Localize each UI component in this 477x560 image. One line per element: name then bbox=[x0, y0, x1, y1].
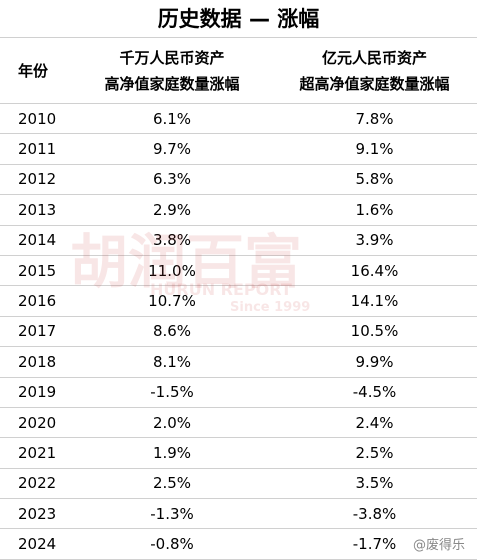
year-cell: 2013 bbox=[0, 194, 72, 226]
year-cell: 2021 bbox=[0, 437, 72, 469]
column-header: 年份 bbox=[0, 38, 72, 104]
value-cell: 7.8% bbox=[272, 103, 477, 135]
table-row: 2022 2.5% 3.5% bbox=[0, 468, 477, 500]
table-row: 2016 10.7% 14.1% bbox=[0, 285, 477, 317]
table-row: 2018 8.1% 9.9% bbox=[0, 346, 477, 378]
year-cell: 2012 bbox=[0, 164, 72, 196]
year-cell: 2023 bbox=[0, 498, 72, 530]
table-row: 2010 6.1% 7.8% bbox=[0, 103, 477, 135]
value-cell: 1.6% bbox=[272, 194, 477, 226]
table-row: 2024 -0.8% -1.7% bbox=[0, 528, 477, 560]
value-cell: 6.3% bbox=[72, 164, 272, 196]
value-cell: 6.1% bbox=[72, 103, 272, 135]
value-cell: -0.8% bbox=[72, 528, 272, 560]
value-cell: 2.9% bbox=[72, 194, 272, 226]
table-row: 2019 -1.5% -4.5% bbox=[0, 377, 477, 408]
value-cell: 3.9% bbox=[272, 225, 477, 256]
data-table: 年份 千万人民币资产 高净值家庭数量涨幅 亿元人民币资产 超高净值家庭数量涨幅 2010… bbox=[0, 38, 477, 560]
value-cell: 10.7% bbox=[72, 285, 272, 317]
header-line: 亿元人民币资产 bbox=[321, 48, 427, 67]
table-row: 2013 2.9% 1.6% bbox=[0, 194, 477, 226]
value-cell: 2.0% bbox=[72, 407, 272, 439]
table-row: 2020 2.0% 2.4% bbox=[0, 407, 477, 439]
table-row: 2015 11.0% 16.4% bbox=[0, 255, 477, 287]
attribution: @废得乐 bbox=[412, 538, 465, 553]
year-cell: 2016 bbox=[0, 285, 72, 317]
value-cell: 3.5% bbox=[272, 468, 477, 500]
header-line: 年份 bbox=[18, 61, 49, 80]
table-row: 2021 1.9% 2.5% bbox=[0, 437, 477, 469]
value-cell: 14.1% bbox=[272, 285, 477, 317]
value-cell: 1.9% bbox=[72, 437, 272, 469]
year-cell: 2020 bbox=[0, 407, 72, 439]
value-cell: 9.1% bbox=[272, 133, 477, 165]
column-header: 千万人民币资产 高净值家庭数量涨幅 bbox=[72, 38, 272, 104]
header-row: 年份 千万人民币资产 高净值家庭数量涨幅 亿元人民币资产 超高净值家庭数量涨幅 bbox=[0, 38, 477, 104]
value-cell: 9.7% bbox=[72, 133, 272, 165]
value-cell: 3.8% bbox=[72, 225, 272, 256]
value-cell: 9.9% bbox=[272, 346, 477, 378]
table-title: 历史数据 — 涨幅 bbox=[0, 0, 477, 38]
value-cell: -1.7% bbox=[272, 528, 477, 560]
value-cell: 10.5% bbox=[272, 316, 477, 348]
table-row: 2014 3.8% 3.9% bbox=[0, 225, 477, 256]
year-cell: 2022 bbox=[0, 468, 72, 500]
header-line: 高净值家庭数量涨幅 bbox=[104, 74, 240, 93]
table-row: 2023 -1.3% -3.8% bbox=[0, 498, 477, 530]
value-cell: 5.8% bbox=[272, 164, 477, 196]
value-cell: 2.5% bbox=[72, 468, 272, 500]
year-cell: 2017 bbox=[0, 316, 72, 348]
value-cell: -1.5% bbox=[72, 377, 272, 408]
table-row: 2017 8.6% 10.5% bbox=[0, 316, 477, 348]
year-cell: 2014 bbox=[0, 225, 72, 256]
value-cell: -1.3% bbox=[72, 498, 272, 530]
year-cell: 2019 bbox=[0, 377, 72, 408]
value-cell: 11.0% bbox=[72, 255, 272, 287]
value-cell: 16.4% bbox=[272, 255, 477, 287]
value-cell: -4.5% bbox=[272, 377, 477, 408]
year-cell: 2010 bbox=[0, 103, 72, 135]
value-cell: 8.6% bbox=[72, 316, 272, 348]
year-cell: 2011 bbox=[0, 133, 72, 165]
table-row: 2012 6.3% 5.8% bbox=[0, 164, 477, 196]
value-cell: -3.8% bbox=[272, 498, 477, 530]
value-cell: 2.4% bbox=[272, 407, 477, 439]
year-cell: 2018 bbox=[0, 346, 72, 378]
column-header: 亿元人民币资产超高净值家庭数量涨幅 bbox=[272, 38, 477, 104]
value-cell: 2.5% bbox=[272, 437, 477, 469]
header-line: 千万人民币资产 bbox=[119, 48, 225, 67]
value-cell: 8.1% bbox=[72, 346, 272, 378]
year-cell: 2024 bbox=[0, 528, 72, 560]
year-cell: 2015 bbox=[0, 255, 72, 287]
header-line: 超高净值家庭数量涨幅 bbox=[299, 74, 450, 93]
table-row: 2011 9.7% 9.1% bbox=[0, 133, 477, 165]
